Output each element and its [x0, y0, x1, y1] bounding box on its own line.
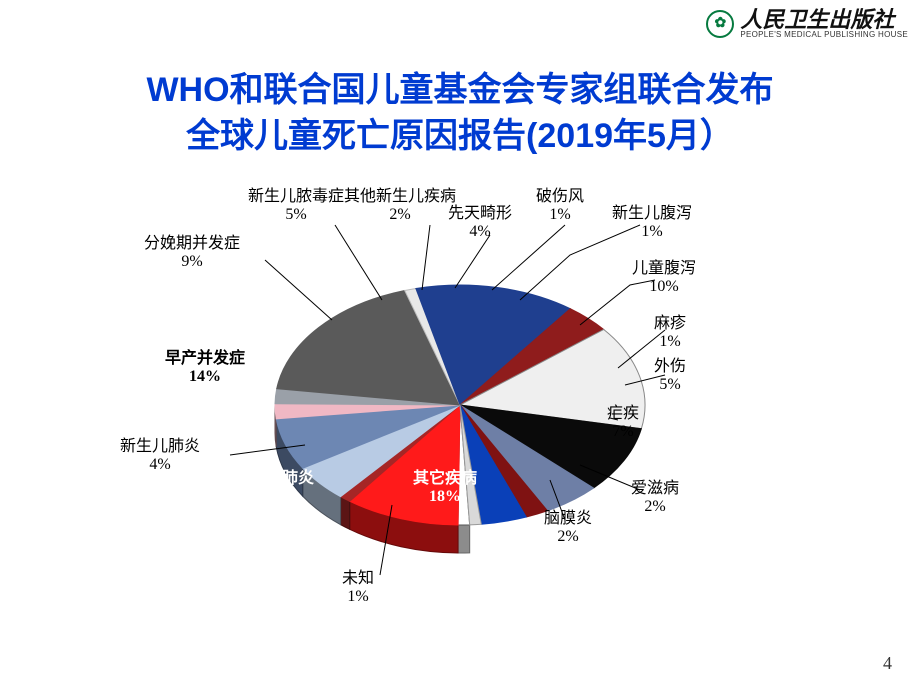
pie-chart: 新生儿腹泻1% 儿童腹泻10% 麻疹1% 外伤5% 疟疾7% 爱滋病2% 脑膜炎2% 其它疾病… [110, 180, 810, 660]
slice-label: 儿童腹泻10% [632, 260, 696, 297]
page-number: 4 [883, 653, 892, 674]
slice-label: 新生儿腹泻1% [612, 205, 692, 242]
slice-label: 疟疾7% [607, 405, 639, 442]
slice-label: 儿童肺炎14% [250, 470, 314, 507]
slice-label: 爱滋病2% [631, 480, 679, 517]
slice-label: 分娩期并发症9% [144, 235, 240, 272]
publisher-name-en: PEOPLE'S MEDICAL PUBLISHING HOUSE [740, 31, 908, 39]
slice-label: 先天畸形4% [448, 205, 512, 242]
slice-label: 其他新生儿疾病2% [344, 188, 456, 225]
slice-label: 脑膜炎2% [544, 510, 592, 547]
slice-label: 新生儿脓毒症5% [248, 188, 344, 225]
logo-mark-icon: ✿ [706, 10, 734, 38]
slide-title: WHO和联合国儿童基金会专家组联合发布 全球儿童死亡原因报告(2019年5月） [0, 68, 920, 160]
slice-label: 其它疾病18% [413, 470, 477, 507]
slice-label: 外伤5% [654, 358, 686, 395]
slice-label: 破伤风1% [536, 188, 584, 225]
title-line2: 全球儿童死亡原因报告(2019年5月） [186, 117, 734, 155]
publisher-logo: ✿ 人民卫生出版社 PEOPLE'S MEDICAL PUBLISHING HO… [706, 8, 908, 39]
slice-label: 未知1% [342, 570, 374, 607]
publisher-name-cn: 人民卫生出版社 [740, 8, 908, 31]
slice-label: 早产并发症14% [165, 350, 245, 387]
title-line1: WHO和联合国儿童基金会专家组联合发布 [146, 71, 773, 109]
logo-text: 人民卫生出版社 PEOPLE'S MEDICAL PUBLISHING HOUS… [740, 8, 908, 39]
slice-label: 麻疹1% [654, 315, 686, 352]
slice-label: 新生儿肺炎4% [120, 438, 200, 475]
